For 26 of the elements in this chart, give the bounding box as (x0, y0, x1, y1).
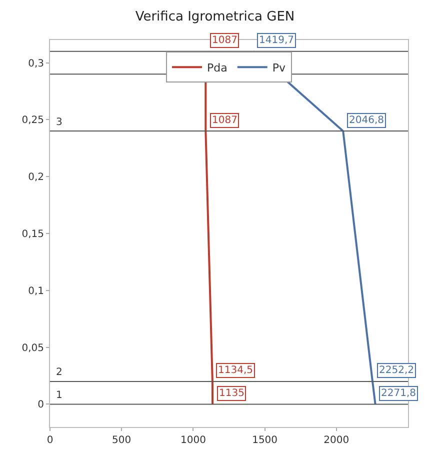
y-tick-label: 0,2 (28, 172, 44, 184)
x-tick-label: 1500 (252, 435, 278, 446)
y-tick-label: 0,05 (22, 342, 44, 354)
chart-title: Verifica Igrometrica GEN (135, 10, 295, 25)
y-tick-label: 0,1 (28, 286, 44, 297)
annotation: 1087 (212, 115, 238, 126)
x-tick-label: 1000 (180, 435, 206, 446)
y-tick-label: 0 (38, 400, 44, 411)
x-tick-label: 2000 (324, 435, 350, 446)
legend-label: Pv (272, 61, 286, 74)
annotation: 3 (56, 117, 62, 128)
annotation: 2271,8 (381, 388, 416, 399)
x-tick-label: 500 (112, 435, 132, 446)
annotation: 2046,8 (349, 115, 384, 126)
y-tick-label: 0,15 (22, 229, 44, 240)
annotation: 1 (56, 390, 62, 401)
x-tick-label: 0 (46, 435, 54, 446)
y-tick-label: 0,3 (28, 58, 44, 70)
legend-label: Pda (207, 61, 228, 74)
annotation: 1135 (219, 388, 244, 399)
annotation: 1087 (212, 35, 238, 46)
annotation: 2252,2 (379, 365, 414, 376)
annotation: 1134,5 (218, 365, 253, 376)
y-tick-label: 0,25 (22, 115, 44, 126)
annotation: 1419,7 (259, 35, 294, 46)
annotation: 2 (56, 367, 62, 378)
